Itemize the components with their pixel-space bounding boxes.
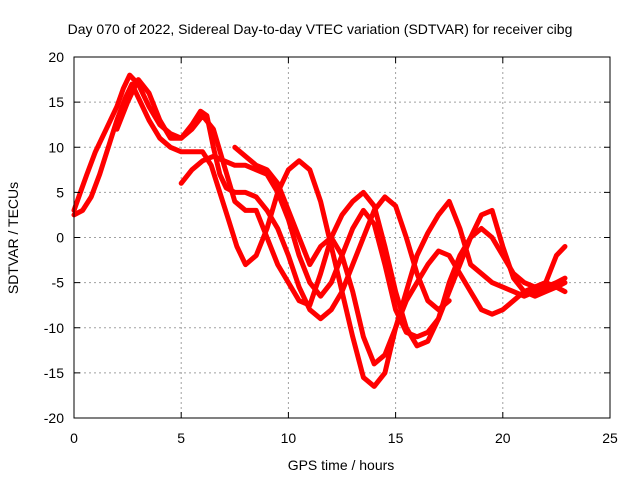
series-line-5	[232, 144, 568, 367]
series-line-2	[71, 81, 568, 389]
y-axis-label: SDTVAR / TECUs	[5, 182, 21, 294]
axis-ticks	[73, 56, 611, 419]
series-line-4	[178, 153, 568, 340]
x-axis-label: GPS time / hours	[288, 457, 395, 473]
y-tick-label: 0	[56, 230, 64, 246]
series-layer	[71, 72, 568, 389]
series-line-3	[114, 77, 568, 349]
x-tick-labels: 0 5 10 15 20 25	[70, 430, 618, 446]
y-tick-labels: -20 -15 -10 -5 0 5 10 15 20	[44, 49, 64, 426]
x-tick-label: 10	[281, 430, 297, 446]
y-tick-label: -10	[44, 320, 64, 336]
x-tick-label: 20	[495, 430, 511, 446]
x-tick-label: 15	[388, 430, 404, 446]
y-tick-label: 20	[48, 49, 64, 65]
x-tick-label: 5	[177, 430, 185, 446]
x-tick-label: 0	[70, 430, 78, 446]
chart-title: Day 070 of 2022, Sidereal Day-to-day VTE…	[68, 21, 573, 37]
x-tick-label: 25	[602, 430, 618, 446]
series-line-1	[71, 72, 452, 322]
y-tick-label: 15	[48, 94, 64, 110]
y-tick-label: 10	[48, 139, 64, 155]
y-tick-label: -5	[52, 275, 65, 291]
y-tick-label: -15	[44, 365, 64, 381]
y-tick-label: 5	[56, 184, 64, 200]
y-tick-label: -20	[44, 410, 64, 426]
